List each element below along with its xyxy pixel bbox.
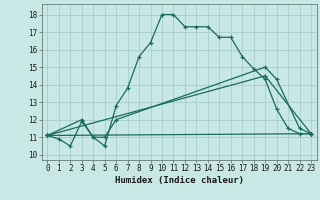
X-axis label: Humidex (Indice chaleur): Humidex (Indice chaleur) — [115, 176, 244, 185]
